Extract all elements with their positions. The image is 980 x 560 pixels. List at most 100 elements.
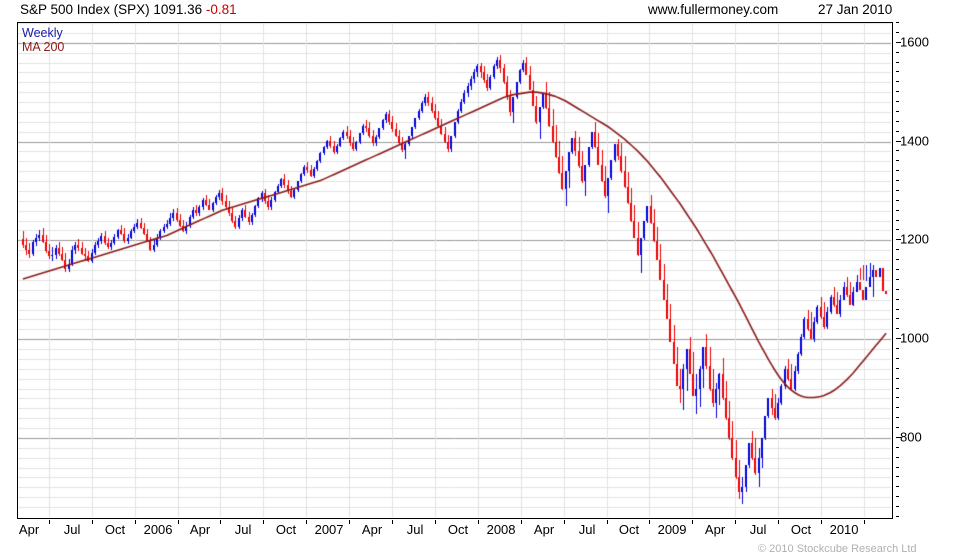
x-axis-label: Jul: [406, 522, 424, 537]
y-axis-tick-minor: [896, 456, 899, 458]
x-axis-label: Oct: [275, 522, 297, 537]
x-axis-tick: [520, 520, 522, 524]
last-price: 1091.36: [153, 2, 203, 17]
x-axis-label: Apr: [18, 522, 40, 537]
y-axis-tick-minor: [896, 81, 899, 83]
y-axis-tick-minor: [896, 328, 899, 330]
y-axis-tick: [896, 436, 901, 438]
y-axis-tick-minor: [896, 397, 899, 399]
y-axis-label: 1000: [900, 330, 929, 346]
x-axis-label: Apr: [704, 522, 726, 537]
x-axis-label: 2009: [657, 522, 687, 537]
x-axis-label: Oct: [447, 522, 469, 537]
y-axis-tick-minor: [896, 189, 899, 191]
x-axis-tick: [134, 520, 136, 524]
x-axis-tick: [863, 520, 865, 524]
copyright-notice: © 2010 Stockcube Research Ltd: [758, 543, 917, 555]
instrument-title: S&P 500 Index (SPX) 1091.36 -0.81: [20, 2, 237, 17]
y-axis-tick-minor: [896, 476, 899, 478]
x-axis-tick: [477, 520, 479, 524]
legend-item-weekly: Weekly: [22, 26, 63, 40]
x-axis-label: 2008: [486, 522, 516, 537]
y-axis-tick: [896, 338, 901, 340]
y-axis-tick-minor: [896, 427, 899, 429]
x-axis-label: 2007: [314, 522, 344, 537]
chart-date: 27 Jan 2010: [818, 2, 893, 17]
y-axis-tick-minor: [896, 486, 899, 488]
x-axis-label: Apr: [533, 522, 555, 537]
x-axis-label: Oct: [104, 522, 126, 537]
y-axis-tick-minor: [896, 51, 899, 53]
y-axis-tick-minor: [896, 288, 899, 290]
y-axis: 800 1000 1200 1400 1600: [896, 0, 976, 560]
x-axis-label: Oct: [618, 522, 640, 537]
y-axis-tick-minor: [896, 407, 899, 409]
y-axis-tick-minor: [896, 259, 899, 261]
x-axis-tick: [777, 520, 779, 524]
y-axis-label: 800: [900, 429, 922, 445]
y-axis-label: 1600: [900, 34, 929, 50]
y-axis-tick-minor: [896, 180, 899, 182]
candlestick-layer: [18, 23, 891, 517]
x-axis-label: 2010: [829, 522, 859, 537]
x-axis-label: Jul: [63, 522, 81, 537]
y-axis-tick-minor: [896, 22, 899, 23]
y-axis-tick-minor: [896, 130, 899, 132]
y-axis-tick-minor: [896, 446, 899, 448]
x-axis-tick: [734, 520, 736, 524]
y-axis-tick-minor: [896, 31, 899, 33]
y-axis-tick-minor: [896, 199, 899, 201]
y-axis-tick-minor: [896, 377, 899, 379]
y-axis-tick-minor: [896, 61, 899, 63]
y-axis-tick-minor: [896, 278, 899, 280]
y-axis-tick-minor: [896, 110, 899, 112]
x-axis-label: Apr: [361, 522, 383, 537]
y-axis-tick-minor: [896, 348, 899, 350]
y-axis-tick-minor: [896, 71, 899, 73]
y-axis-tick-minor: [896, 387, 899, 389]
y-axis-label: 1400: [900, 133, 929, 149]
y-axis-tick-minor: [896, 120, 899, 122]
x-axis-tick: [606, 520, 608, 524]
y-axis-tick-minor: [896, 269, 899, 270]
y-axis-tick: [896, 41, 901, 43]
plot-area[interactable]: [17, 22, 893, 519]
y-axis-tick-minor: [896, 367, 899, 369]
x-axis-tick: [820, 520, 822, 524]
instrument-name: S&P 500 Index (SPX): [20, 2, 150, 17]
x-axis-label: Jul: [234, 522, 252, 537]
x-axis-tick: [262, 520, 264, 524]
x-axis-tick: [563, 520, 565, 524]
x-axis-tick: [348, 520, 350, 524]
y-axis-tick-minor: [896, 101, 899, 103]
legend-item-ma200: MA 200: [22, 40, 65, 54]
y-axis-tick-minor: [896, 417, 899, 419]
y-axis-tick-minor: [896, 506, 899, 508]
y-axis-tick-minor: [896, 219, 899, 221]
y-axis-tick-minor: [896, 516, 899, 517]
y-axis-tick: [896, 239, 901, 241]
x-axis-tick: [219, 520, 221, 524]
x-axis-label: Jul: [578, 522, 596, 537]
x-axis-tick: [648, 520, 650, 524]
x-axis-tick: [91, 520, 93, 524]
chart-legend: Weekly MA 200: [22, 26, 64, 54]
y-axis-tick-minor: [896, 170, 899, 172]
chart-header: S&P 500 Index (SPX) 1091.36 -0.81 www.fu…: [0, 2, 980, 22]
x-axis-tick: [434, 520, 436, 524]
x-axis: Apr Jul Oct 2006 Apr Jul Oct 2007 Apr Jul Oct 2008 A…: [0, 520, 980, 544]
x-axis-tick: [177, 520, 179, 524]
price-change: -0.81: [205, 2, 237, 17]
x-axis-tick: [391, 520, 393, 524]
y-axis-tick-minor: [896, 357, 899, 359]
y-axis-tick-minor: [896, 496, 899, 498]
y-axis-tick-minor: [896, 160, 899, 162]
y-axis-tick-minor: [896, 91, 899, 93]
x-axis-tick: [48, 520, 50, 524]
y-axis-tick-minor: [896, 318, 899, 320]
y-axis-tick: [896, 140, 901, 142]
y-axis-label: 1200: [900, 231, 929, 247]
y-axis-tick-minor: [896, 466, 899, 468]
x-axis-tick: [305, 520, 307, 524]
